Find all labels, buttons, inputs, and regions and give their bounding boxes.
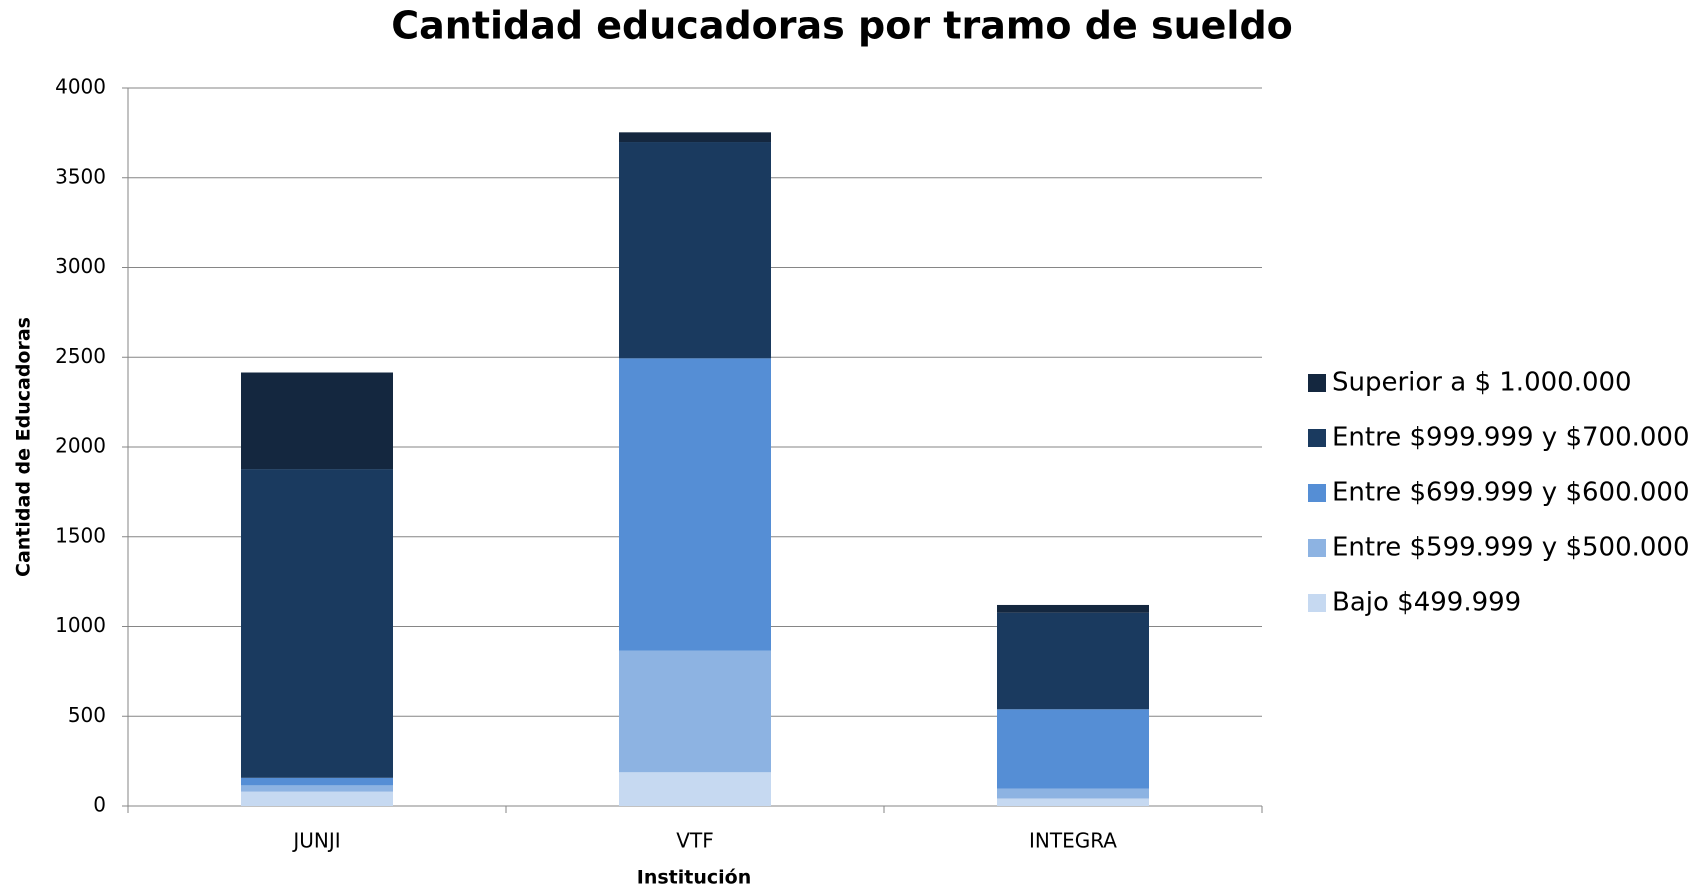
legend-swatch: [1308, 594, 1326, 612]
bar-segment: [997, 798, 1149, 806]
legend-swatch: [1308, 429, 1326, 447]
y-tick-label: 2000: [55, 434, 106, 458]
bar-segment: [997, 788, 1149, 799]
legend-swatch: [1308, 374, 1326, 392]
legend-label: Bajo $499.999: [1332, 588, 1521, 618]
bar-segment: [619, 132, 771, 143]
legend-label: Superior a $ 1.000.000: [1332, 368, 1632, 398]
x-tick-label: INTEGRA: [1029, 829, 1117, 853]
x-axis-title: Institución: [637, 867, 751, 889]
bar-segment: [241, 777, 393, 786]
y-tick-label: 4000: [55, 75, 106, 99]
chart-title: Cantidad educadoras por tramo de sueldo: [391, 4, 1293, 48]
y-tick-label: 2500: [55, 344, 106, 368]
legend-label: Entre $699.999 y $600.000: [1332, 478, 1690, 508]
bar-segment: [619, 142, 771, 359]
y-tick-label: 0: [93, 793, 106, 817]
x-tick-label: JUNJI: [291, 829, 340, 853]
bar-segment: [241, 469, 393, 778]
bar-segment: [241, 791, 393, 806]
y-tick-label: 3000: [55, 254, 106, 278]
legend-label: Entre $999.999 y $700.000: [1332, 423, 1690, 453]
bar-segment: [619, 650, 771, 773]
bar-segment: [619, 358, 771, 651]
bar-segment: [241, 372, 393, 470]
legend-swatch: [1308, 484, 1326, 502]
bar-segment: [997, 612, 1149, 710]
bar-segment: [619, 772, 771, 806]
y-tick-label: 3500: [55, 164, 106, 188]
y-axis-title: Cantidad de Educadoras: [13, 317, 35, 577]
y-tick-label: 500: [68, 703, 106, 727]
legend-swatch: [1308, 539, 1326, 557]
bar-segment: [997, 604, 1149, 613]
legend-label: Entre $599.999 y $500.000: [1332, 533, 1690, 563]
x-tick-label: VTF: [676, 829, 713, 853]
bar-segment: [241, 785, 393, 792]
y-tick-label: 1000: [55, 613, 106, 637]
bar-segment: [997, 709, 1149, 789]
y-tick-label: 1500: [55, 523, 106, 547]
